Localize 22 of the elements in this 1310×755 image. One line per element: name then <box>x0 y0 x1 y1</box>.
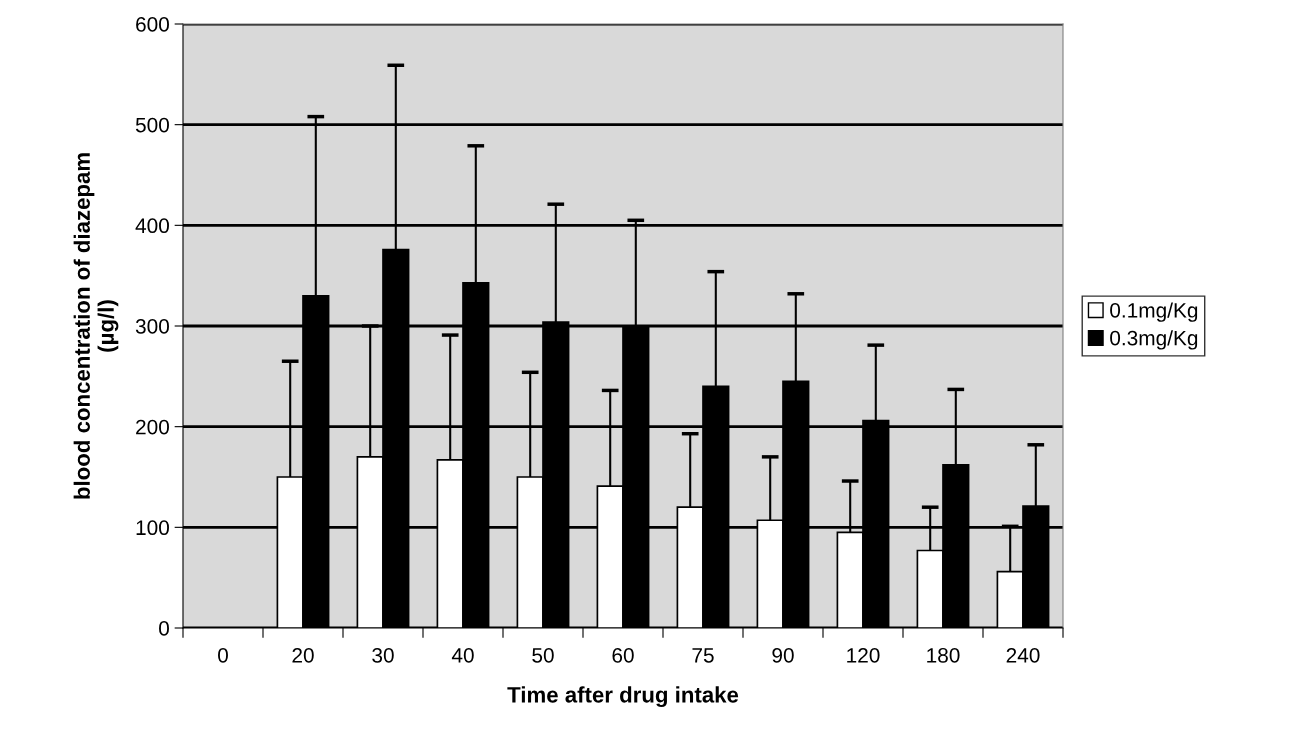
x-tick-label: 0 <box>218 647 228 663</box>
x-tick-label: 75 <box>692 648 714 663</box>
y-tick-label: 400 <box>135 218 169 234</box>
x-axis-title: Time after drug intake <box>507 686 739 708</box>
x-tick-label: 240 <box>1006 647 1040 663</box>
y-tick-label: 100 <box>136 520 169 536</box>
legend-label: 0.1mg/Kg <box>1110 302 1198 322</box>
x-tick-label: 40 <box>451 647 474 663</box>
x-tick-label: 50 <box>532 647 554 663</box>
y-tick-label: 0 <box>159 621 169 636</box>
legend-label: 0.3mg/Kg <box>1110 330 1198 350</box>
x-tick-label: 120 <box>847 647 880 663</box>
y-axis-title: blood concentration of diazepam (µg/l) <box>73 153 119 499</box>
x-tick-label: 180 <box>927 647 960 663</box>
y-tick-label: 200 <box>136 419 169 435</box>
x-tick-label: 30 <box>372 647 394 663</box>
y-tick-label: 300 <box>135 319 169 334</box>
y-tick-label: 500 <box>135 117 169 133</box>
x-tick-label: 20 <box>292 647 314 663</box>
x-tick-label: 60 <box>612 647 634 663</box>
x-tick-label: 90 <box>772 647 794 663</box>
y-tick-label: 600 <box>136 17 169 32</box>
